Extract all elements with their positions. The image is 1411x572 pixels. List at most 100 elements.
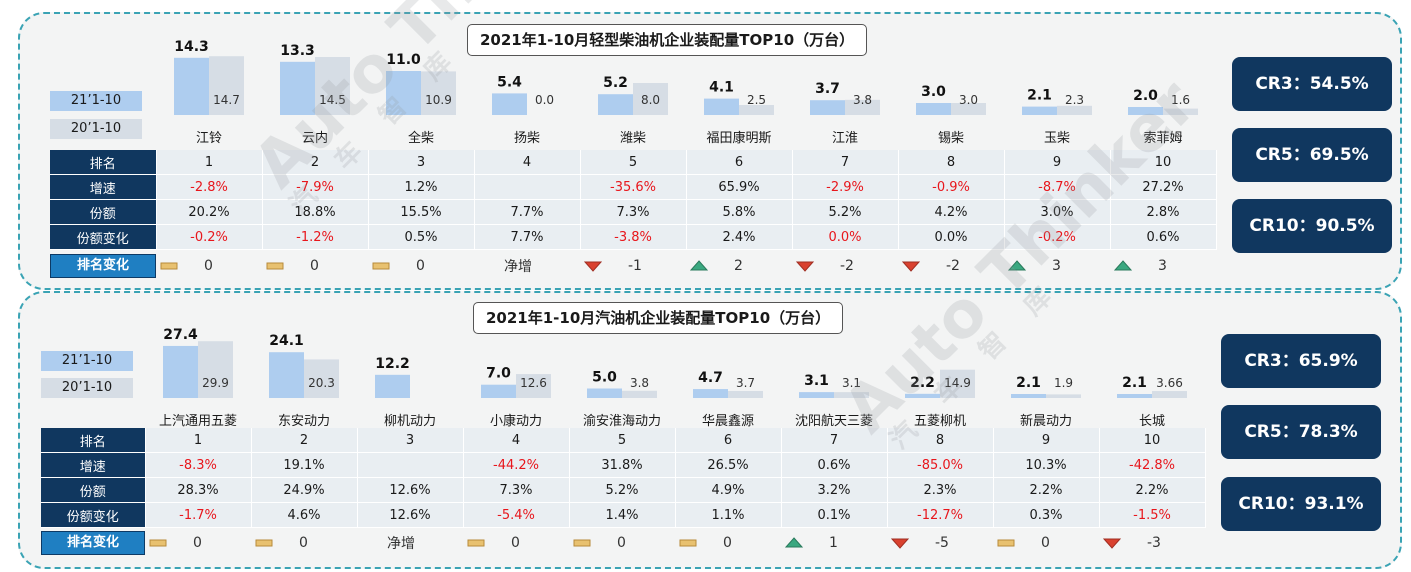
diesel-label-2021-10: 2.0: [1133, 88, 1158, 104]
gasoline-label-2021-7: 3.1: [804, 373, 829, 389]
gasoline-label-2021-8: 2.2: [910, 375, 935, 391]
gasoline-cell-share-8: 2.3%: [887, 477, 994, 503]
diesel-cell-share-1: 20.2%: [156, 199, 263, 225]
gasoline-rank-change-2: 0: [251, 531, 357, 555]
diesel-bar-2020-5: [633, 83, 668, 115]
diesel-cell-rank-4: 4: [474, 150, 581, 175]
diesel-rank-change-value-2: 0: [310, 258, 319, 274]
gasoline-cell-rank-9: 9: [993, 428, 1100, 453]
gasoline-cell-rank-10: 10: [1099, 428, 1206, 453]
gasoline-cell-rank-1: 1: [145, 428, 252, 453]
gasoline-cell-share-change-1: -1.7%: [145, 502, 252, 528]
gasoline-cr10: CR10：93.1%: [1221, 477, 1381, 531]
gasoline-label-2020-10: 3.66: [1156, 376, 1183, 390]
gasoline-cell-growth-2: 19.1%: [251, 452, 358, 478]
gasoline-rank-change-10: -3: [1099, 531, 1205, 555]
gasoline-cell-rank-8: 8: [887, 428, 994, 453]
diesel-cell-share-change-9: -0.2%: [1004, 224, 1111, 250]
diesel-row-growth: 增速 -2.8% -7.9% 1.2% -35.6% 65.9% -2.9% -0.9% -8.…: [50, 174, 1217, 200]
diesel-cell-rank-8: 8: [898, 150, 1005, 175]
diesel-bar-2021-2: [280, 61, 315, 115]
diesel-company-5: 潍柴: [619, 131, 646, 146]
diesel-rank-change-1: 0: [156, 254, 262, 278]
gasoline-label-2021-9: 2.1: [1016, 375, 1041, 391]
gasoline-legend-2021: 21’1-10: [41, 351, 133, 371]
diesel-rank-change-value-10: 3: [1158, 258, 1167, 274]
diesel-rank-change-row: 排名变化 0 0 0 净增 -1 2 -2 -2 3 3: [50, 254, 1216, 278]
gasoline-cr5: CR5：78.3%: [1221, 405, 1381, 459]
diesel-cell-growth-4: [474, 174, 581, 200]
diesel-bar-2021-9: [1022, 106, 1057, 115]
gasoline-bar-2020-6: [728, 390, 763, 398]
diesel-label-2021-5: 5.2: [603, 75, 628, 91]
diesel-cell-share-2: 18.8%: [262, 199, 369, 225]
diesel-cell-share-change-2: -1.2%: [262, 224, 369, 250]
diesel-label-2020-8: 3.0: [959, 93, 978, 107]
gasoline-bar-2021-10: [1117, 394, 1152, 398]
gasoline-rank-change-1: 0: [145, 531, 251, 555]
gasoline-row-share: 份额 28.3% 24.9% 12.6% 7.3% 5.2% 4.9% 3.2% 2.3% 2.2…: [41, 477, 1206, 503]
diesel-cell-rank-6: 6: [686, 150, 793, 175]
down-triangle-icon: [891, 538, 909, 549]
gasoline-cr3: CR3：65.9%: [1221, 334, 1381, 388]
gasoline-cell-growth-1: -8.3%: [145, 452, 252, 478]
flat-bar-icon: [573, 539, 591, 547]
diesel-cell-share-7: 5.2%: [792, 199, 899, 225]
gasoline-cell-share-5: 5.2%: [569, 477, 676, 503]
gasoline-stats-table: 排名 1 2 3 4 5 6 7 8 9 10 增速 -8.3% 19.1% -44.2% 31.8% 26.5…: [41, 428, 1206, 528]
gasoline-bar-2021-3: [375, 374, 410, 398]
gasoline-rank-change-5: 0: [569, 531, 675, 555]
gasoline-cell-rank-3: 3: [357, 428, 464, 453]
gasoline-cell-growth-10: -42.8%: [1099, 452, 1206, 478]
diesel-label-2020-5: 8.0: [641, 93, 660, 107]
diesel-bar-2020-1: [209, 56, 244, 115]
diesel-company-8: 锡柴: [937, 131, 964, 146]
gasoline-rank-change-8: -5: [887, 531, 993, 555]
diesel-rank-change-3: 0: [368, 254, 474, 278]
gasoline-bar-2021-7: [799, 392, 834, 398]
diesel-cell-share-change-4: 7.7%: [474, 224, 581, 250]
flat-bar-icon: [160, 262, 178, 270]
diesel-cr10: CR10：90.5%: [1232, 199, 1392, 253]
gasoline-cell-growth-6: 26.5%: [675, 452, 782, 478]
diesel-bar-2020-9: [1057, 105, 1092, 115]
diesel-company-3: 全柴: [407, 131, 434, 146]
diesel-bar-2021-8: [916, 103, 951, 115]
diesel-rank-change-2: 0: [262, 254, 368, 278]
diesel-cr5: CR5：69.5%: [1232, 128, 1392, 182]
diesel-cell-growth-9: -8.7%: [1004, 174, 1111, 200]
gasoline-label-2020-1: 29.9: [202, 376, 229, 390]
gasoline-cell-share-change-6: 1.1%: [675, 502, 782, 528]
diesel-rank-change-8: -2: [898, 254, 1004, 278]
gasoline-company-4: 小康动力: [489, 414, 542, 429]
diesel-cell-rank-7: 7: [792, 150, 899, 175]
diesel-label-2021-1: 14.3: [174, 39, 209, 55]
gasoline-row-growth: 增速 -8.3% 19.1% -44.2% 31.8% 26.5% 0.6% -85.0% 10…: [41, 452, 1206, 478]
diesel-label-2020-3: 10.9: [425, 93, 452, 107]
diesel-cell-share-3: 15.5%: [368, 199, 475, 225]
gasoline-bar-2021-1: [163, 345, 198, 398]
gasoline-cell-share-2: 24.9%: [251, 477, 358, 503]
diesel-cell-rank-3: 3: [368, 150, 475, 175]
diesel-cell-growth-3: 1.2%: [368, 174, 475, 200]
gasoline-label-2020-7: 3.1: [842, 376, 861, 390]
diesel-cell-growth-6: 65.9%: [686, 174, 793, 200]
gasoline-cell-share-9: 2.2%: [993, 477, 1100, 503]
flat-bar-icon: [149, 539, 167, 547]
gasoline-row-share-change: 份额变化 -1.7% 4.6% 12.6% -5.4% 1.4% 1.1% 0.1% -12.7…: [41, 502, 1206, 528]
gasoline-row-header-growth: 增速: [41, 452, 146, 478]
diesel-cell-rank-5: 5: [580, 150, 687, 175]
gasoline-cell-rank-5: 5: [569, 428, 676, 453]
diesel-label-2020-7: 3.8: [853, 93, 872, 107]
gasoline-cell-share-3: 12.6%: [357, 477, 464, 503]
diesel-cell-growth-7: -2.9%: [792, 174, 899, 200]
diesel-rank-change-header: 排名变化: [50, 254, 156, 278]
diesel-bar-2021-4: [492, 93, 527, 115]
gasoline-row-header-rank: 排名: [41, 428, 146, 453]
gasoline-label-2020-8: 14.9: [944, 376, 971, 390]
diesel-label-2020-2: 14.5: [319, 93, 346, 107]
gasoline-cell-rank-2: 2: [251, 428, 358, 453]
gasoline-bar-2021-2: [269, 352, 304, 398]
gasoline-company-9: 新晨动力: [1019, 414, 1072, 429]
